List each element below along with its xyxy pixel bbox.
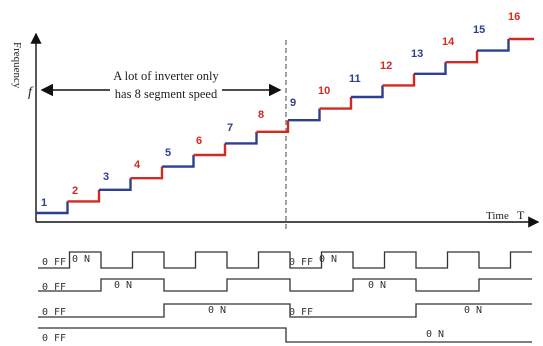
step-label-8: 8 [258,109,264,121]
signal-3-off-label-2: 0 FF [289,307,313,318]
y-symbol: f [28,85,34,100]
timing-signals [38,251,532,343]
step-segment-8 [256,120,290,133]
note-line-2: has 8 segment speed [115,87,218,101]
signal-2-on-label-2: 0 N [368,280,386,291]
step-segment-2 [67,189,101,203]
y-axis-label: Frequency [11,42,23,89]
step-label-13: 13 [411,48,423,60]
signal-3-waveform [38,303,532,318]
step-segment-3 [99,178,132,191]
x-axis-label: Time [486,210,509,222]
step-label-2: 2 [72,185,78,197]
step-segment-15 [477,39,510,52]
signal-4-on-label: 0 N [426,329,444,340]
step-segment-1 [36,201,69,215]
step-segment-10 [319,97,353,110]
step-segment-7 [225,131,258,145]
step-label-7: 7 [227,122,233,134]
step-label-4: 4 [134,159,141,171]
x-symbol: T [517,208,525,222]
signal-3-off-label: 0 FF [42,307,66,318]
signal-1-waveform [38,251,532,269]
timing-signal-labels: 0 FF 0 N 0 FF 0 N 0 FF 0 N 0 N 0 FF 0 N 0 FF 0 N 0 … [42,254,482,344]
step-segment-14 [445,50,479,64]
step-label-3: 3 [103,171,109,183]
signal-1-on-label-2: 0 N [319,254,337,265]
signal-1-off-label: 0 FF [42,257,66,268]
step-label-12: 12 [380,60,392,72]
step-label-1: 1 [41,197,47,209]
signal-1-off-label-2: 0 FF [289,257,313,268]
step-label-5: 5 [165,147,171,159]
step-segment-6 [193,143,227,157]
step-segment-9 [288,108,321,122]
step-segment-12 [382,73,416,87]
step-segment-13 [414,62,447,75]
step-segment-5 [162,155,195,168]
step-label-11: 11 [349,73,361,85]
step-label-10: 10 [318,85,330,97]
step-label-15: 15 [473,24,485,36]
note-line-1: A lot of inverter only [113,69,219,83]
frequency-staircase [36,37,534,215]
signal-3-on-label-2: 0 N [464,305,482,316]
signal-2-waveform [38,278,532,292]
signal-4-off-label: 0 FF [42,333,66,344]
step-label-14: 14 [442,36,455,48]
step-label-9: 9 [290,97,296,109]
signal-2-on-label: 0 N [114,280,132,291]
signal-1-on-label: 0 N [72,254,90,265]
signal-2-off-label: 0 FF [42,282,66,293]
step-segment-11 [351,85,384,99]
step-segment-4 [130,166,164,180]
step-label-6: 6 [196,135,202,147]
signal-4-waveform [38,327,532,343]
signal-3-on-label: 0 N [208,305,226,316]
step-label-16: 16 [508,11,520,23]
